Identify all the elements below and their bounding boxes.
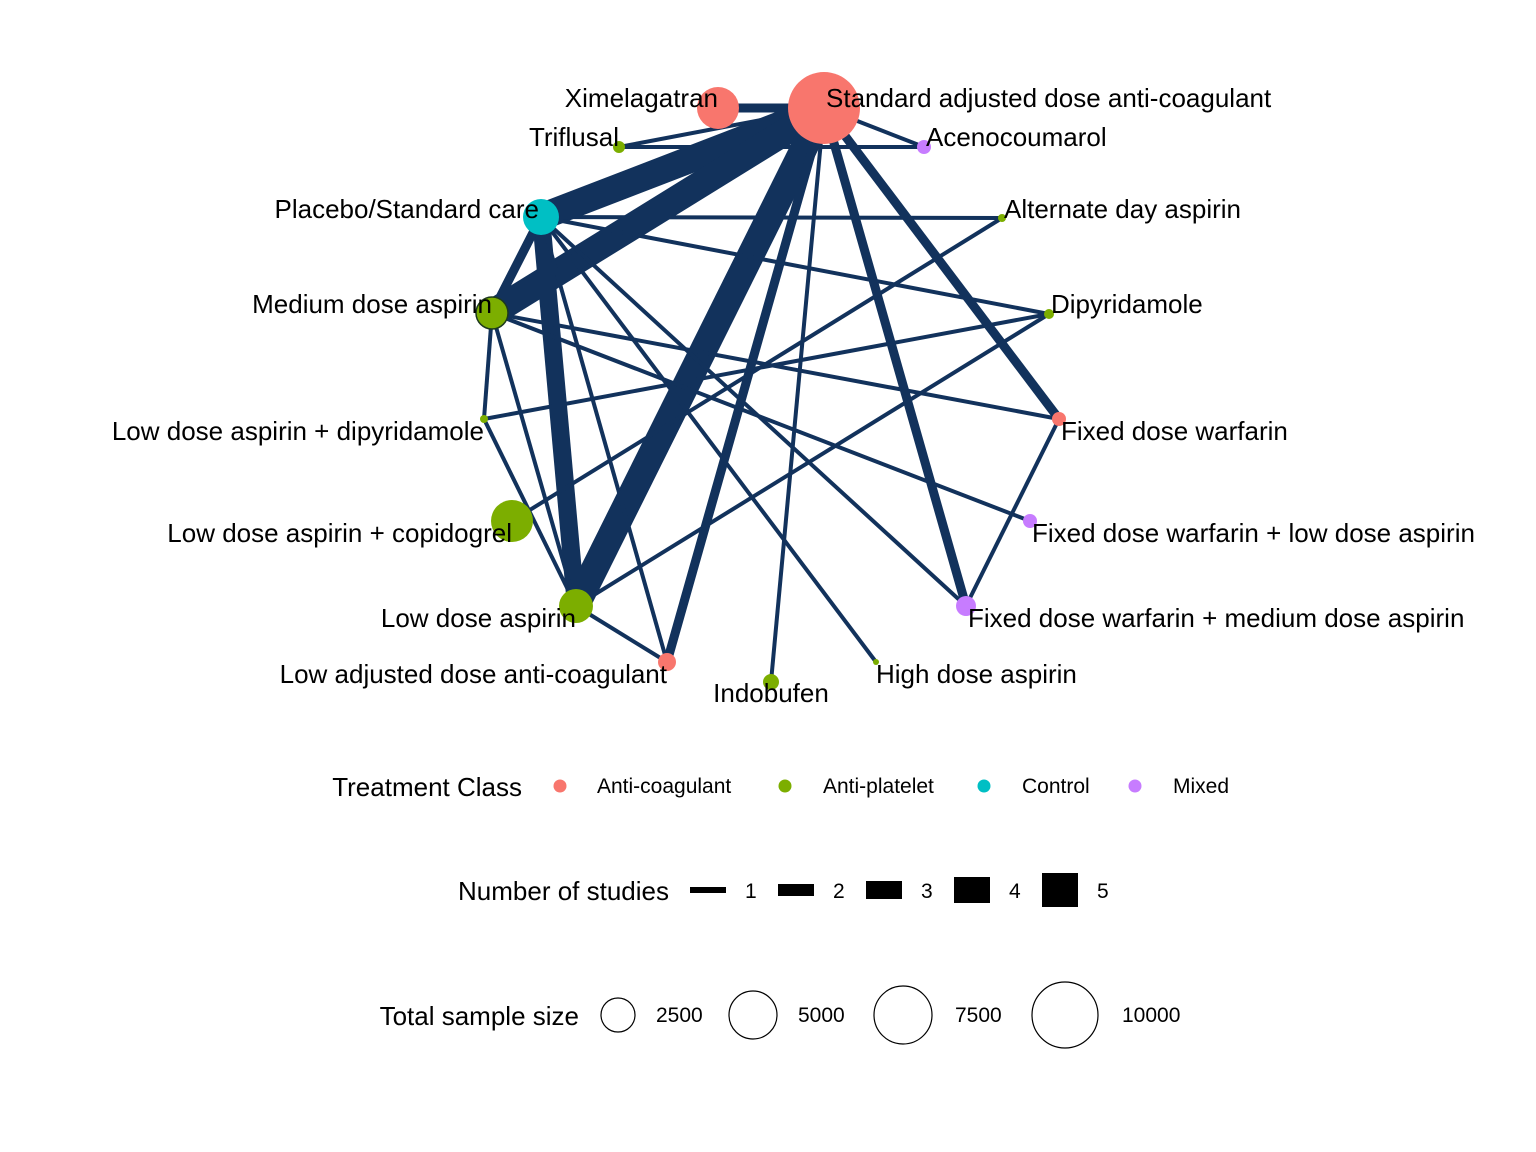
legend-studies-label-5: 5 [1097, 880, 1109, 903]
node-label-ace: Acenocoumarol [926, 122, 1107, 152]
legend-class-swatch-anti-coagulant [553, 779, 567, 793]
edge-sadac-fdwm [819, 106, 971, 608]
node-fdwl [1023, 514, 1037, 528]
legend-studies-key-3 [866, 881, 902, 899]
legend-class-swatch-mixed [1128, 779, 1142, 793]
edge-mda-fdwl [491, 311, 1031, 523]
node-label-ind: Indobufen [713, 678, 829, 708]
legend-number-of-studies: Number of studies 1 2 3 4 5 [458, 873, 1109, 907]
labels-layer: Standard adjusted dose anti-coagulant Xim… [112, 83, 1475, 708]
legend-size-label-10000: 10000 [1122, 1004, 1180, 1027]
legend-studies-label-1: 1 [745, 880, 757, 903]
edge-sadac-ladac [662, 106, 829, 664]
edge-mda-lda [490, 312, 578, 607]
node-label-alt: Alternate day aspirin [1004, 194, 1241, 224]
legend-class-label-mixed: Mixed [1173, 775, 1229, 798]
edge-sadac-fdw [820, 105, 1063, 422]
node-label-dip: Dipyridamole [1051, 289, 1203, 319]
edge-pla-lda [532, 216, 585, 607]
node-ind [763, 674, 779, 690]
legend-size-circle-2500 [600, 997, 636, 1033]
edge-lda-dip [574, 312, 1051, 608]
node-label-fdw: Fixed dose warfarin [1061, 416, 1288, 446]
node-mda [475, 296, 509, 330]
node-dip [1044, 309, 1054, 319]
legend-studies-title: Number of studies [458, 876, 669, 906]
legend-size-title: Total sample size [380, 1001, 579, 1031]
legend-studies-key-2 [778, 884, 814, 896]
edge-fdw-fdwm [964, 418, 1061, 607]
legend-size-label-5000: 5000 [798, 1004, 845, 1027]
edge-lda-ladac [574, 604, 669, 664]
node-sadac [788, 72, 860, 144]
node-ladac [658, 653, 676, 671]
legend-studies-label-4: 4 [1009, 880, 1021, 903]
node-label-ladac: Low adjusted dose anti-coagulant [280, 659, 668, 689]
node-label-hda: High dose aspirin [876, 659, 1077, 689]
edge-ldad-dip [483, 312, 1050, 421]
legend-size-label-2500: 2500 [656, 1004, 703, 1027]
legend-treatment-class: Treatment Class Anti-coagulant Anti-plat… [332, 772, 1229, 802]
legend-total-sample-size: Total sample size 2500 5000 7500 10000 [380, 981, 1180, 1049]
edge-pla-ladac [539, 216, 669, 663]
node-label-pla: Placebo/Standard care [274, 194, 539, 224]
node-label-fdwm: Fixed dose warfarin + medium dose aspiri… [968, 603, 1464, 633]
node-tri [613, 141, 625, 153]
legend-class-label-control: Control [1022, 775, 1090, 798]
node-xim [697, 87, 739, 129]
edges-layer [482, 95, 1063, 683]
node-label-fdwl: Fixed dose warfarin + low dose aspirin [1032, 518, 1475, 548]
edge-sadac-lda [563, 101, 837, 613]
node-ldac [491, 500, 533, 542]
node-label-ldac: Low dose aspirin + copidogrel [167, 518, 512, 548]
node-pla [523, 199, 559, 235]
legend-studies-label-3: 3 [921, 880, 933, 903]
legend-studies-label-2: 2 [833, 880, 845, 903]
legend-class-title: Treatment Class [332, 772, 522, 802]
legend-class-label-anti-platelet: Anti-platelet [823, 775, 934, 798]
node-label-mda: Medium dose aspirin [252, 289, 492, 319]
edge-pla-fdwm [539, 215, 968, 608]
nodes-layer [475, 72, 1066, 690]
edge-ldac-alt [510, 216, 1004, 523]
legend-size-label-7500: 7500 [955, 1004, 1002, 1027]
legend-size-circle-10000 [1031, 981, 1099, 1049]
node-fdw [1052, 412, 1066, 426]
legend-studies-key-1 [690, 887, 726, 893]
node-label-tri: Triflusal [529, 122, 619, 152]
legend-studies-key-4 [954, 877, 990, 903]
node-alt [998, 214, 1006, 222]
legend-class-label-anti-coagulant: Anti-coagulant [597, 775, 731, 798]
edge-pla-dip [540, 215, 1050, 316]
node-fdwm [956, 596, 976, 616]
node-label-xim: Ximelagatran [565, 83, 718, 113]
node-ace [917, 140, 931, 154]
node-label-sadac: Standard adjusted dose anti-coagulant [826, 83, 1272, 113]
legend-size-circle-5000 [728, 990, 778, 1040]
legend-class-swatch-control [977, 779, 991, 793]
edge-sadac-ind [769, 107, 826, 683]
edge-pla-alt [540, 215, 1003, 220]
legend-studies-key-5 [1042, 873, 1078, 907]
edge-pla-hda [539, 215, 878, 664]
edge-mda-ldad [482, 312, 494, 420]
node-hda [873, 659, 879, 665]
legend-class-swatch-anti-platelet [778, 779, 792, 793]
legend-size-circle-7500 [873, 985, 933, 1045]
node-label-lda: Low dose aspirin [381, 603, 576, 633]
node-label-ldad: Low dose aspirin + dipyridamole [112, 416, 484, 446]
node-lda [559, 589, 593, 623]
node-ldad [480, 415, 488, 423]
